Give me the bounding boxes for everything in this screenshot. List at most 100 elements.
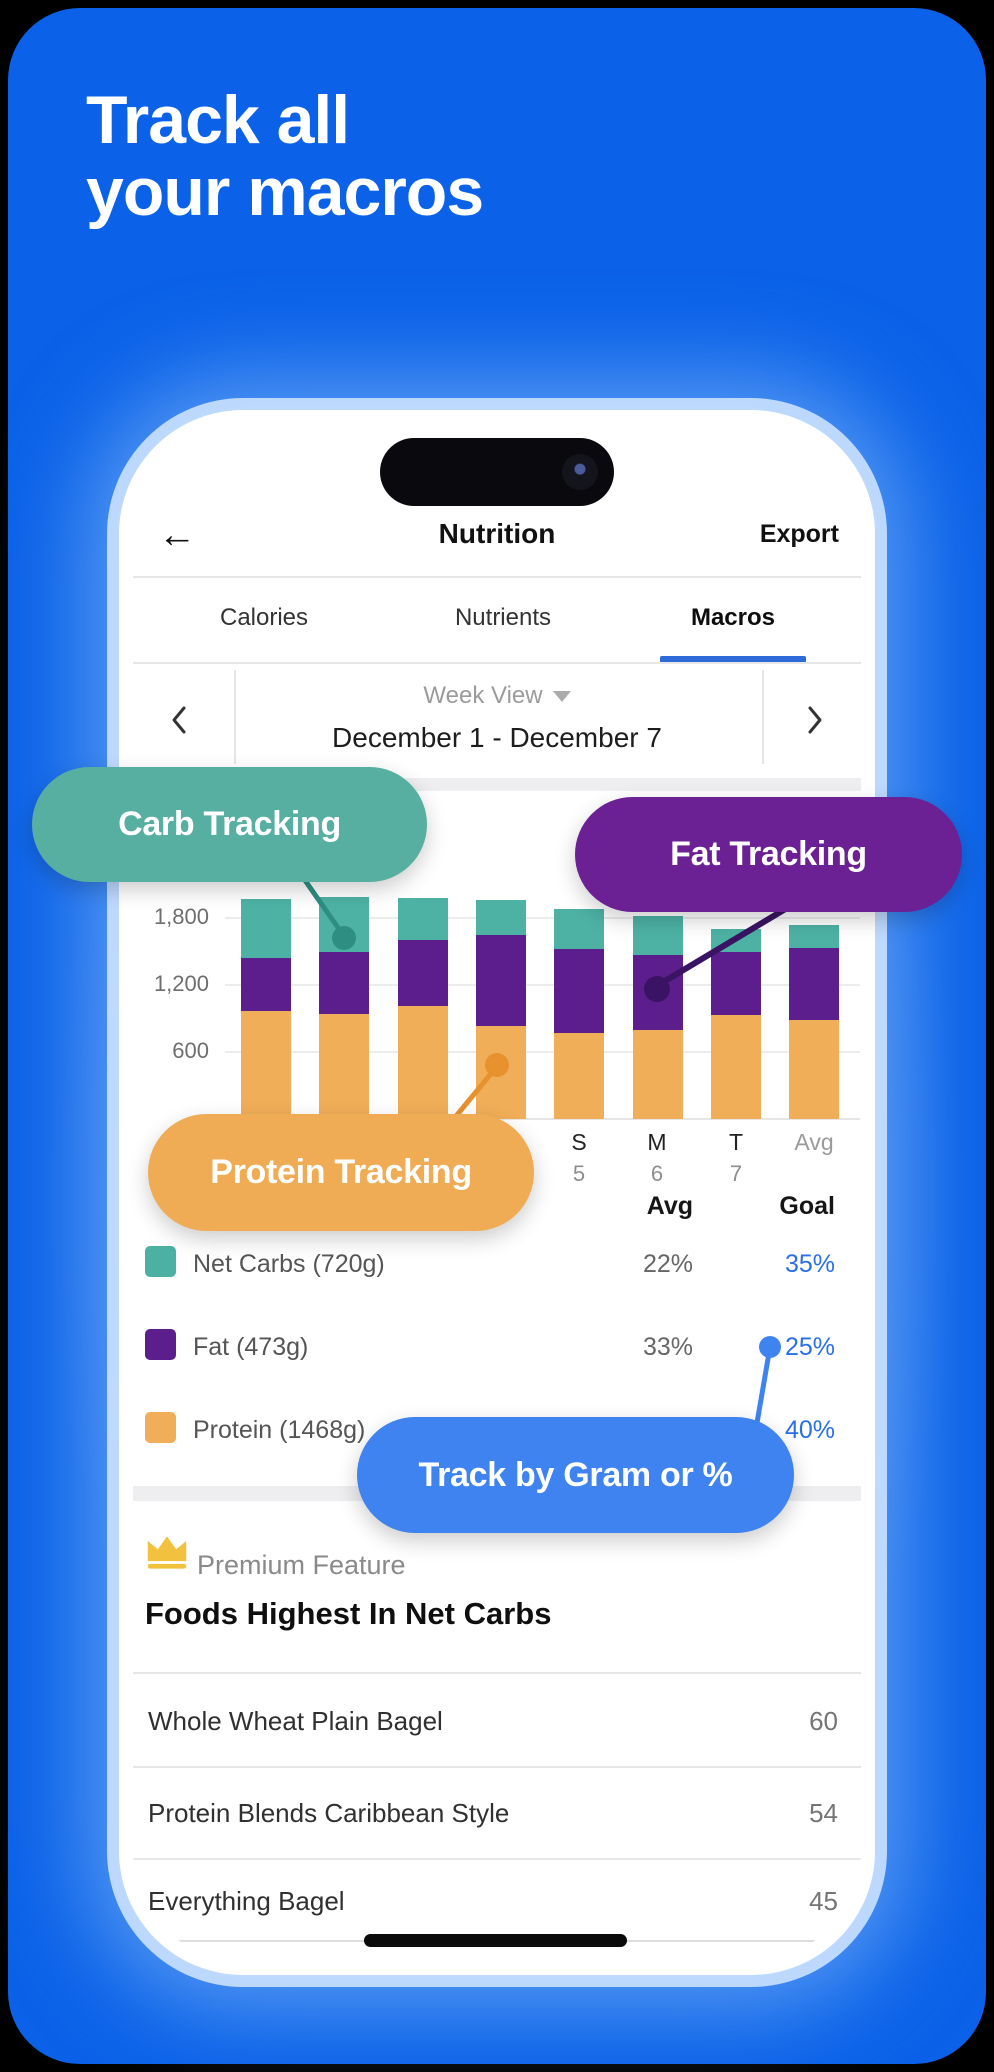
food-row-divider xyxy=(133,1672,861,1674)
hero-title-line2: your macros xyxy=(86,154,484,231)
y-tick-label: 1,800 xyxy=(153,904,209,929)
chart-baseline xyxy=(225,1118,860,1120)
x-label-t7: T 7 xyxy=(696,1129,776,1187)
food-row-divider xyxy=(133,1766,861,1768)
callout-protein-tracking: Protein Tracking xyxy=(148,1114,534,1231)
bar-segment-fat xyxy=(632,954,683,1031)
chevron-left-icon xyxy=(172,706,186,734)
food-row-name[interactable]: Everything Bagel xyxy=(148,1886,345,1916)
bar-segment-protein xyxy=(319,1014,370,1119)
x-label-letter: M xyxy=(647,1129,667,1155)
legend-avg-net-carbs: 22% xyxy=(642,1250,693,1278)
gridline-600 xyxy=(225,1051,860,1053)
callout-track-by-gram: Track by Gram or % xyxy=(357,1417,794,1533)
bar-segment-net-carbs xyxy=(241,899,291,959)
foods-heading: Foods Highest In Net Carbs xyxy=(145,1596,552,1631)
chevron-down-icon xyxy=(552,691,571,703)
legend-swatch-fat xyxy=(145,1329,176,1360)
legend-goal-protein[interactable]: 40% xyxy=(784,1416,835,1444)
hero-title: Track all your macros xyxy=(86,82,484,231)
bar-segment-net-carbs xyxy=(397,897,448,941)
tab-calories[interactable]: Calories xyxy=(219,604,309,631)
tab-macros[interactable]: Macros xyxy=(690,604,776,631)
bar-segment-protein xyxy=(475,1025,526,1119)
date-range-label: December 1 - December 7 xyxy=(332,722,662,753)
legend-swatch-protein xyxy=(145,1412,176,1443)
bar-segment-net-carbs xyxy=(632,915,683,955)
y-tick-label: 1,200 xyxy=(153,971,209,996)
week-view-label: Week View xyxy=(423,682,543,709)
next-week-button[interactable] xyxy=(800,700,830,740)
export-button[interactable]: Export xyxy=(759,520,839,548)
food-row-value: 45 xyxy=(809,1886,838,1916)
premium-feature-label: Premium Feature xyxy=(197,1550,406,1580)
y-tick-label: 600 xyxy=(172,1038,209,1063)
week-divider-left xyxy=(234,670,236,764)
dynamic-island xyxy=(380,438,614,506)
x-label-letter: Avg xyxy=(794,1129,834,1155)
bar-segment-protein xyxy=(632,1030,683,1119)
bar-segment-net-carbs xyxy=(475,900,526,935)
legend-label-protein: Protein (1468g) xyxy=(193,1416,366,1444)
page-title: Nutrition xyxy=(438,518,556,549)
bar-segment-net-carbs xyxy=(319,896,370,953)
tab-nutrients[interactable]: Nutrients xyxy=(454,604,552,631)
bar-segment-net-carbs xyxy=(554,909,605,950)
bar-segment-net-carbs xyxy=(710,929,761,953)
chevron-right-icon xyxy=(808,706,822,734)
x-label-number: 6 xyxy=(650,1161,664,1186)
bar-segment-fat xyxy=(554,949,605,1034)
week-view-dropdown[interactable]: Week View xyxy=(347,682,647,710)
column-header-goal: Goal xyxy=(779,1192,835,1220)
crown-icon xyxy=(147,1536,187,1569)
bar-segment-fat xyxy=(475,934,526,1026)
legend-swatch-net-carbs xyxy=(145,1246,176,1277)
x-label-number: 5 xyxy=(572,1161,586,1186)
home-indicator[interactable] xyxy=(364,1934,627,1947)
food-row-name[interactable]: Protein Blends Caribbean Style xyxy=(148,1798,510,1828)
callout-label: Track by Gram or % xyxy=(418,1455,733,1494)
legend-avg-fat: 33% xyxy=(642,1333,693,1361)
callout-label: Carb Tracking xyxy=(118,805,341,843)
back-button[interactable]: ← xyxy=(158,514,196,556)
food-row-value: 54 xyxy=(809,1798,838,1828)
column-header-avg: Avg xyxy=(646,1192,693,1220)
nav-divider xyxy=(133,576,861,578)
callout-label: Fat Tracking xyxy=(670,835,867,873)
food-row-name[interactable]: Whole Wheat Plain Bagel xyxy=(148,1706,443,1736)
week-divider-right xyxy=(762,670,764,764)
callout-label: Protein Tracking xyxy=(210,1153,472,1191)
previous-week-button[interactable] xyxy=(164,700,194,740)
legend-label-net-carbs: Net Carbs (720g) xyxy=(193,1250,385,1278)
bar-segment-protein xyxy=(241,1011,291,1119)
front-camera-icon xyxy=(562,454,598,490)
bar-segment-fat xyxy=(241,958,291,1012)
legend-label-fat: Fat (473g) xyxy=(193,1333,309,1361)
legend-goal-fat[interactable]: 25% xyxy=(784,1333,835,1361)
bar-segment-protein xyxy=(397,1006,448,1119)
gridline-1800 xyxy=(225,917,860,919)
bar-segment-protein xyxy=(554,1033,605,1119)
callout-carb-tracking: Carb Tracking xyxy=(32,767,427,882)
x-label-m6: M 6 xyxy=(617,1129,697,1187)
x-label-letter: S xyxy=(571,1129,587,1155)
food-row-value: 60 xyxy=(809,1706,838,1736)
bar-segment-protein xyxy=(710,1015,761,1119)
x-label-s5: S 5 xyxy=(539,1129,619,1187)
x-label-letter: T xyxy=(728,1129,744,1155)
phone-screen: ← Nutrition Export Calories Nutrients Ma… xyxy=(133,424,861,1961)
bar-segment-net-carbs xyxy=(789,925,840,949)
x-label-avg: Avg xyxy=(774,1129,854,1161)
hero-title-line1: Track all xyxy=(86,82,350,158)
legend-goal-net-carbs[interactable]: 35% xyxy=(784,1250,835,1278)
gridline-1200 xyxy=(225,984,860,986)
callout-fat-tracking: Fat Tracking xyxy=(575,797,962,912)
active-tab-underline xyxy=(660,656,806,663)
bar-segment-fat xyxy=(319,952,370,1015)
bar-segment-fat xyxy=(710,952,761,1016)
food-row-divider xyxy=(133,1858,861,1860)
bar-segment-protein xyxy=(789,1020,840,1119)
bar-segment-fat xyxy=(789,948,840,1021)
tabs-divider xyxy=(133,662,861,664)
bar-segment-fat xyxy=(397,940,448,1007)
